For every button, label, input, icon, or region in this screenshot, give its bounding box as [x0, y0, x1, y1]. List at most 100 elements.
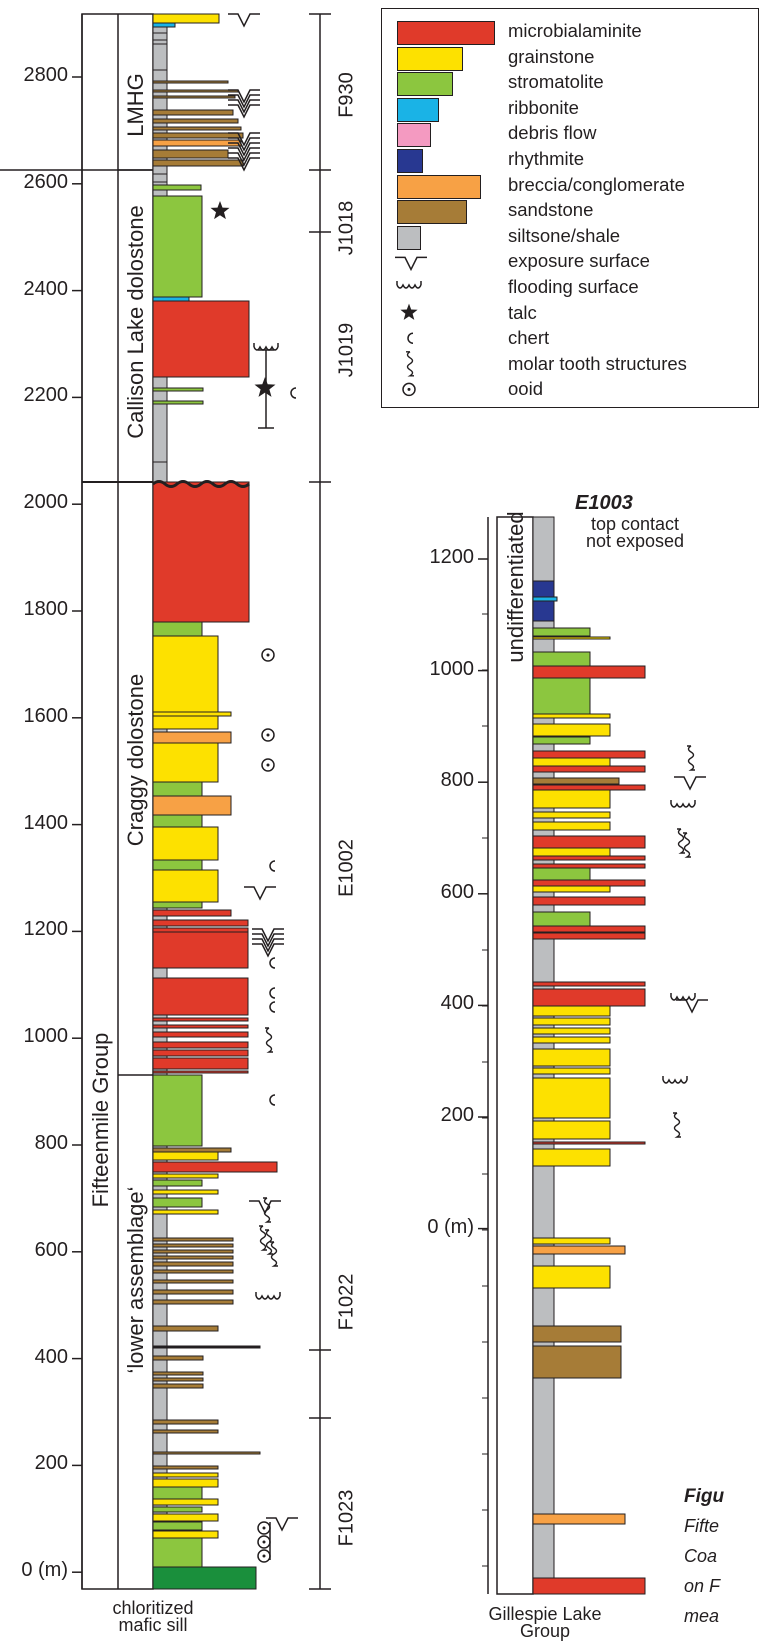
- caption-line-5: mea: [684, 1606, 720, 1626]
- bed: [152, 1017, 249, 1022]
- chert-icon: [269, 987, 276, 999]
- bed: [152, 919, 249, 927]
- legend-label: ribbonite: [508, 96, 579, 118]
- bed: [152, 126, 242, 131]
- bed: [152, 1345, 261, 1349]
- bed: [532, 1148, 611, 1167]
- exposure-surface-icon: [228, 104, 260, 119]
- legend-label: microbialaminite: [508, 20, 642, 41]
- ooid-icon: [261, 758, 275, 772]
- bed: [532, 736, 591, 745]
- bed: [532, 1325, 622, 1343]
- molar-tooth-icon: [677, 828, 685, 854]
- bed: [532, 1245, 626, 1255]
- exposure-surface-icon: [228, 132, 260, 147]
- bed: [152, 1383, 204, 1389]
- legend-swatch: [397, 149, 423, 173]
- bed: [152, 1325, 219, 1332]
- bed: [532, 855, 646, 861]
- exposure-surface-icon: [228, 157, 260, 172]
- bed: [152, 1151, 219, 1161]
- bed: [532, 1345, 622, 1379]
- bed: [532, 713, 611, 719]
- bed: [152, 1521, 203, 1531]
- exposure-surface-icon: [228, 142, 260, 157]
- bed: [532, 1017, 611, 1026]
- top-contact-note-line1: top contact: [590, 514, 680, 534]
- left-axis-tick-label: 1400: [23, 811, 69, 834]
- legend-label: debris flow: [508, 122, 597, 144]
- bed: [152, 931, 249, 969]
- left-axis-tick-label: 2800: [23, 64, 69, 86]
- bed: [152, 1451, 261, 1455]
- left-axis-tick-label: 0 (m): [21, 1559, 68, 1582]
- bed: [152, 1070, 249, 1074]
- flooding-surface-icon: [396, 283, 422, 289]
- right-axis-tick-label: 400: [440, 992, 474, 1015]
- bed: [152, 132, 244, 139]
- ooid-icon-core: [262, 1554, 266, 1558]
- bed: [152, 32, 168, 41]
- bed: [532, 1067, 611, 1075]
- bed: [532, 600, 555, 622]
- bed: [152, 1419, 219, 1425]
- bed: [152, 95, 236, 99]
- exposure-surface-icon: [244, 886, 276, 901]
- bed: [152, 901, 203, 909]
- ooid-icon-core: [266, 763, 270, 767]
- right-axis-tick-label: 1000: [429, 657, 475, 680]
- bed: [152, 1429, 219, 1434]
- bed: [152, 1377, 204, 1382]
- legend-label: grainstone: [508, 45, 595, 67]
- left-axis-tick-label: 2200: [23, 384, 69, 407]
- bed: [152, 173, 168, 183]
- bed: [532, 627, 591, 637]
- legend-label: talc: [508, 301, 537, 323]
- legend-swatch: [397, 21, 495, 45]
- bed: [152, 1249, 234, 1254]
- bed: [152, 1179, 203, 1187]
- bed: [532, 821, 611, 831]
- bed: [152, 1279, 234, 1284]
- exposure-surface-icon: [228, 152, 260, 167]
- left-base-label: chloritized mafic sill: [108, 1599, 198, 1634]
- bed: [152, 1299, 234, 1305]
- bed: [532, 723, 611, 737]
- bed: [152, 635, 219, 713]
- bed: [532, 981, 646, 987]
- left-axis-tick-label: 2000: [23, 491, 69, 514]
- caption-line-2: Fifte: [684, 1516, 720, 1536]
- bed: [152, 481, 250, 623]
- legend-label: stromatolite: [508, 71, 604, 93]
- bed: [152, 977, 249, 1016]
- bed: [152, 1513, 219, 1522]
- bed: [152, 1498, 219, 1506]
- molar-tooth-icon: [265, 1027, 273, 1053]
- molar-tooth-icon: [270, 1241, 278, 1267]
- legend-label: siltsone/shale: [508, 224, 621, 246]
- left-axis-tick-label: 800: [34, 1132, 68, 1154]
- molar-tooth-icon: [265, 1229, 273, 1255]
- legend-symbols: [395, 256, 427, 397]
- right-axis-tick-label: 800: [440, 769, 474, 792]
- bed: [532, 1036, 611, 1044]
- flooding-surface-icon: [662, 1078, 688, 1084]
- legend-label: exposure surface: [508, 250, 650, 272]
- bed: [532, 1265, 611, 1289]
- right-axis-tick-label: 0 (m): [427, 1215, 474, 1238]
- flooding-surface-icon: [255, 1294, 281, 1300]
- left-axis-tick-label: 200: [34, 1452, 68, 1475]
- exposure-surface-icon: [252, 928, 284, 943]
- caption-line-3: Coa: [684, 1546, 718, 1566]
- bed: [152, 1049, 249, 1057]
- bed: [152, 1031, 249, 1038]
- bed: [152, 1566, 257, 1590]
- exposure-surface-icon: [228, 137, 260, 152]
- bed: [532, 1048, 611, 1067]
- bed: [532, 1027, 611, 1035]
- chert-icon: [269, 860, 276, 872]
- left-stratigraphic-column: [0, 13, 331, 1590]
- bed: [152, 1057, 249, 1070]
- molar-tooth-icon: [406, 351, 414, 377]
- bed: [152, 1243, 234, 1248]
